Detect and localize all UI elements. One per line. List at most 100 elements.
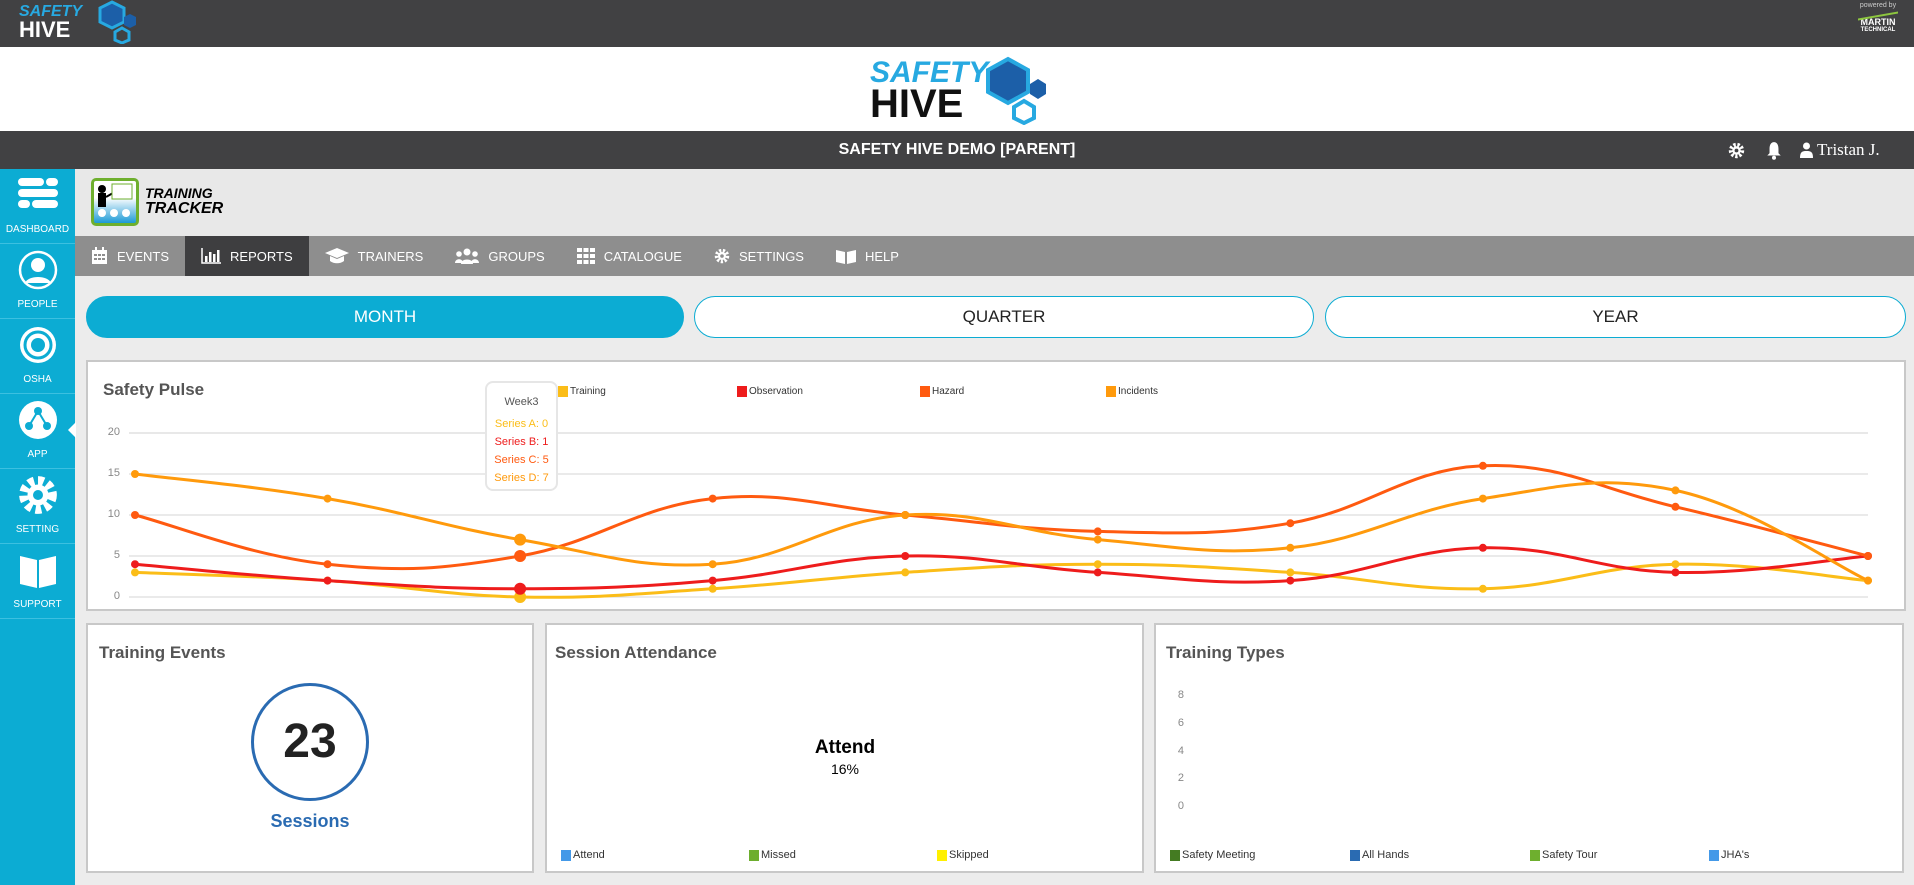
y-tick-label: 0 [1177,800,1184,812]
sidebar: DASHBOARD PEOPLE OSHA APP SETTING SUPPOR… [0,169,76,885]
data-point[interactable] [1478,584,1487,593]
tooltip-line: Series C: 5 [494,454,549,466]
nav-reports[interactable]: REPORTS [185,236,309,276]
bell-icon[interactable] [1765,141,1783,160]
data-point[interactable] [131,470,139,478]
sidebar-item-dashboard[interactable]: DASHBOARD [0,169,75,244]
sidebar-item-people[interactable]: PEOPLE [0,244,75,319]
sidebar-label: PEOPLE [17,299,58,310]
donut-center-value: 16% [830,761,860,777]
app-icon [19,401,57,439]
tooltip-line: Series D: 7 [494,472,549,484]
title-bar: SAFETY HIVE DEMO [PARENT] Tristan J. [0,131,1914,169]
legend-item: Training [558,386,606,397]
main-logo-text-bottom: HIVE [870,82,964,126]
session-attendance-title: Session Attendance [555,643,717,662]
data-point[interactable] [514,533,527,546]
nav-events[interactable]: EVENTS [75,236,185,276]
data-point[interactable] [323,560,332,569]
data-point[interactable] [1286,568,1295,577]
data-point[interactable] [1093,527,1102,536]
legend-swatch [749,849,759,861]
data-point[interactable] [1671,486,1680,495]
grid-icon [576,248,595,264]
data-point[interactable] [1671,560,1680,569]
data-point[interactable] [131,568,139,577]
legend-swatch [937,849,947,861]
nav-settings[interactable]: SETTINGS [698,236,820,276]
data-point[interactable] [1093,560,1102,569]
data-point[interactable] [1864,576,1872,585]
data-point[interactable] [1671,502,1680,511]
legend-item: Attend [561,849,605,861]
data-point[interactable] [901,568,910,577]
trainer-icon [98,183,133,217]
sidebar-label: APP [27,449,48,460]
period-year-button[interactable]: YEAR [1325,296,1906,338]
data-point[interactable] [514,582,527,595]
legend-item: Hazard [920,386,964,397]
data-point[interactable] [1671,568,1680,577]
sidebar-item-app[interactable]: APP [0,394,76,469]
data-point[interactable] [1286,519,1295,528]
legend-swatch [920,386,930,397]
tracker-nav: EVENTS REPORTS TRAINERS GROUPS CATALOGUE… [75,236,1914,276]
gear-icon [714,248,730,264]
sidebar-item-setting[interactable]: SETTING [0,469,75,544]
tracker-text-top: TRAINING [145,185,213,201]
data-point[interactable] [1286,543,1295,552]
data-point[interactable] [323,494,332,503]
nav-catalogue[interactable]: CATALOGUE [561,236,698,276]
chart-tooltip: Week3 Series A: 0 Series B: 1 Series C: … [485,381,558,491]
sidebar-item-osha[interactable]: OSHA [0,319,75,394]
training-types-panel [1154,623,1904,873]
nav-trainers[interactable]: TRAINERS [309,236,440,276]
data-point[interactable] [1478,543,1487,552]
period-quarter-button[interactable]: QUARTER [694,296,1314,338]
data-point[interactable] [708,584,717,593]
safety-pulse-title: Safety Pulse [103,380,205,399]
nav-groups[interactable]: GROUPS [439,236,560,276]
legend-item: Missed [749,849,796,861]
user-menu[interactable]: Tristan J. [1800,140,1880,160]
data-point[interactable] [323,576,332,585]
data-point[interactable] [514,591,527,603]
bar-chart-icon [201,248,222,264]
legend-item: Incidents [1106,386,1158,397]
nav-label: HELP [864,248,899,264]
tooltip-line: Series B: 1 [494,436,549,448]
hexagon-icon [986,56,1046,125]
gear-icon[interactable] [1728,142,1745,159]
nav-label: SETTINGS [738,248,804,264]
period-month-button[interactable]: MONTH [86,296,684,338]
data-point[interactable] [901,552,910,560]
data-point[interactable] [708,560,717,569]
data-point[interactable] [514,550,527,562]
legend-label: Training [570,386,606,397]
dashboard-icon [18,178,58,208]
graduation-cap-icon [324,248,349,264]
data-point[interactable] [1286,576,1295,585]
safety-hive-logo[interactable]: SAFETY HIVE [19,3,82,41]
legend-swatch [1106,386,1116,397]
data-point[interactable] [1093,568,1102,577]
data-point[interactable] [1864,552,1872,560]
data-point[interactable] [131,560,139,569]
sidebar-item-support[interactable]: SUPPORT [0,544,75,619]
data-point[interactable] [708,576,717,585]
data-point[interactable] [901,511,910,519]
data-point[interactable] [1478,494,1487,503]
legend-label: Skipped [949,849,989,861]
book-open-icon [835,250,856,264]
donut-center-label: Attend [814,737,876,758]
data-point[interactable] [708,494,717,503]
nav-help[interactable]: HELP [820,236,915,276]
legend-item: Safety Meeting [1170,849,1255,861]
sidebar-label: SETTING [15,524,60,535]
legend-item: All Hands [1350,849,1409,861]
data-point[interactable] [1093,535,1102,544]
data-point[interactable] [131,511,139,519]
y-tick-label: 20 [107,426,120,438]
legend-swatch [1530,849,1540,861]
data-point[interactable] [1478,461,1487,470]
